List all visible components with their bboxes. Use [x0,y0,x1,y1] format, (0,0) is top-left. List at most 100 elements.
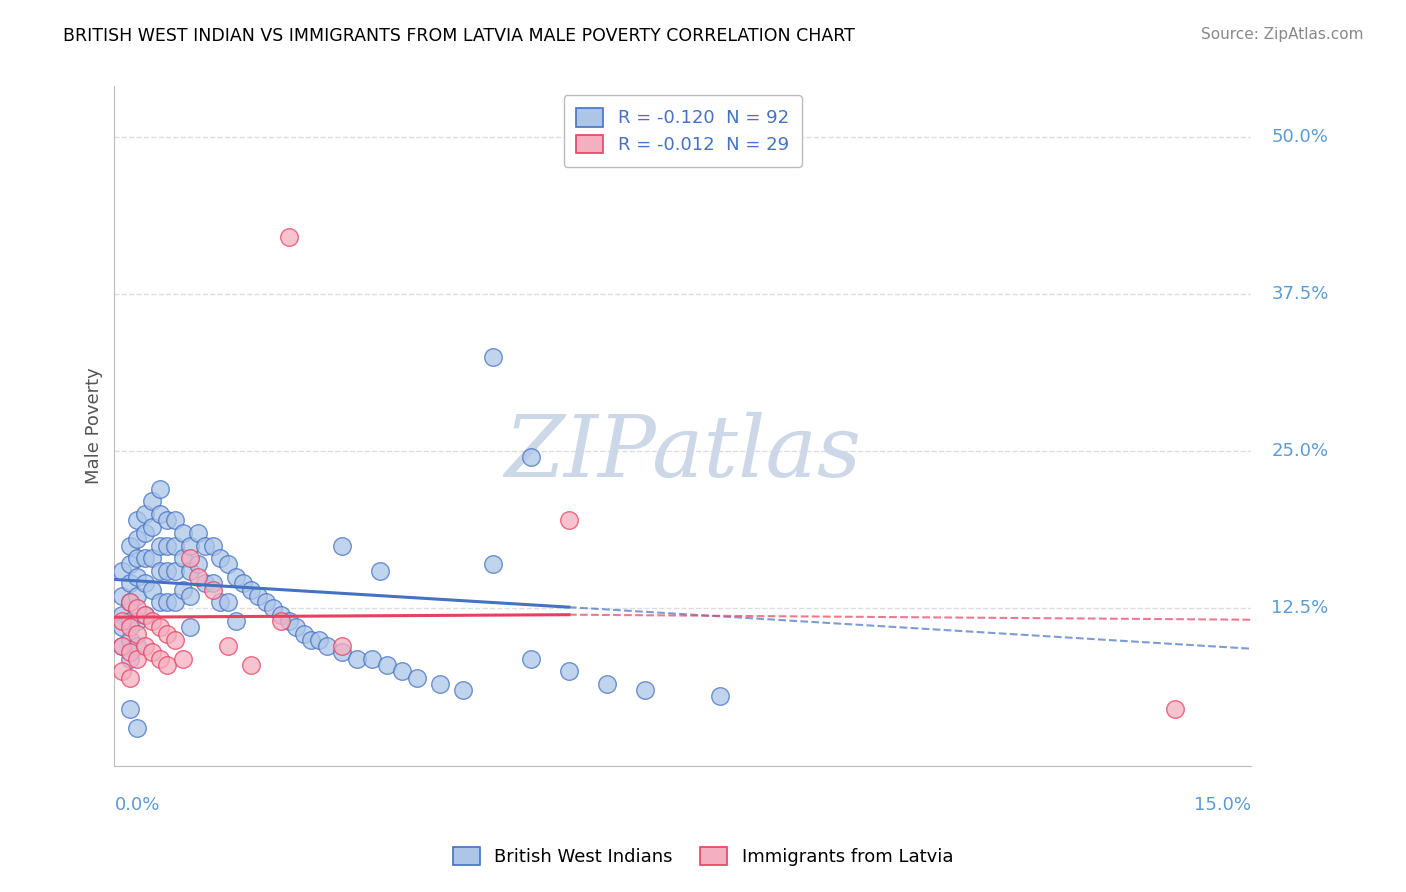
Point [429,677,451,691]
Point [1164,702,1187,716]
Text: 12.5%: 12.5% [1271,599,1329,617]
Legend: British West Indians, Immigrants from Latvia: British West Indians, Immigrants from La… [440,834,966,879]
Point [217,595,239,609]
Legend: R = -0.120  N = 92, R = -0.012  N = 29: R = -0.120 N = 92, R = -0.012 N = 29 [564,95,801,167]
Point [277,230,299,244]
Point [111,607,134,622]
Point [134,639,156,653]
Point [187,570,209,584]
Point [201,582,224,597]
Point [201,539,224,553]
Point [520,651,543,665]
Point [134,607,156,622]
Point [315,639,337,653]
Point [225,614,247,628]
Point [118,539,141,553]
Point [254,595,277,609]
Point [299,632,322,647]
Point [172,525,194,540]
Point [134,551,156,566]
Point [156,539,179,553]
Point [163,539,186,553]
Text: 37.5%: 37.5% [1271,285,1329,303]
Point [406,671,429,685]
Point [141,582,163,597]
Point [111,589,134,603]
Point [156,658,179,673]
Point [179,564,201,578]
Point [134,525,156,540]
Point [330,645,353,659]
Point [634,683,657,698]
Point [118,558,141,572]
Point [127,551,149,566]
Point [187,558,209,572]
Point [127,589,149,603]
Point [127,614,149,628]
Point [709,690,731,704]
Point [330,639,353,653]
Point [263,601,285,615]
Point [118,671,141,685]
Point [451,683,474,698]
Point [156,513,179,527]
Point [118,595,141,609]
Text: 15.0%: 15.0% [1194,797,1251,814]
Point [111,614,134,628]
Point [172,582,194,597]
Point [292,626,315,640]
Point [217,558,239,572]
Point [118,595,141,609]
Point [179,551,201,566]
Point [149,620,172,634]
Point [118,614,141,628]
Point [149,482,172,496]
Point [209,551,232,566]
Point [149,564,172,578]
Point [194,539,217,553]
Text: BRITISH WEST INDIAN VS IMMIGRANTS FROM LATVIA MALE POVERTY CORRELATION CHART: BRITISH WEST INDIAN VS IMMIGRANTS FROM L… [63,27,855,45]
Point [141,614,163,628]
Point [239,658,262,673]
Point [179,539,201,553]
Point [482,350,505,364]
Text: 50.0%: 50.0% [1271,128,1329,145]
Point [172,651,194,665]
Point [217,639,239,653]
Point [232,576,254,591]
Point [149,507,172,521]
Point [127,639,149,653]
Point [277,614,299,628]
Point [111,620,134,634]
Point [118,620,141,634]
Point [118,645,141,659]
Point [127,513,149,527]
Point [520,450,543,465]
Point [163,595,186,609]
Point [179,589,201,603]
Point [149,595,172,609]
Point [247,589,270,603]
Point [118,702,141,716]
Point [127,626,149,640]
Text: 0.0%: 0.0% [114,797,160,814]
Point [172,551,194,566]
Point [558,665,581,679]
Point [558,513,581,527]
Point [375,658,398,673]
Point [118,576,141,591]
Point [127,533,149,547]
Y-axis label: Male Poverty: Male Poverty [86,368,103,484]
Point [156,626,179,640]
Point [111,665,134,679]
Point [118,632,141,647]
Point [127,651,149,665]
Point [596,677,619,691]
Point [187,525,209,540]
Point [163,564,186,578]
Point [391,665,413,679]
Point [270,614,292,628]
Point [270,607,292,622]
Point [127,601,149,615]
Point [361,651,384,665]
